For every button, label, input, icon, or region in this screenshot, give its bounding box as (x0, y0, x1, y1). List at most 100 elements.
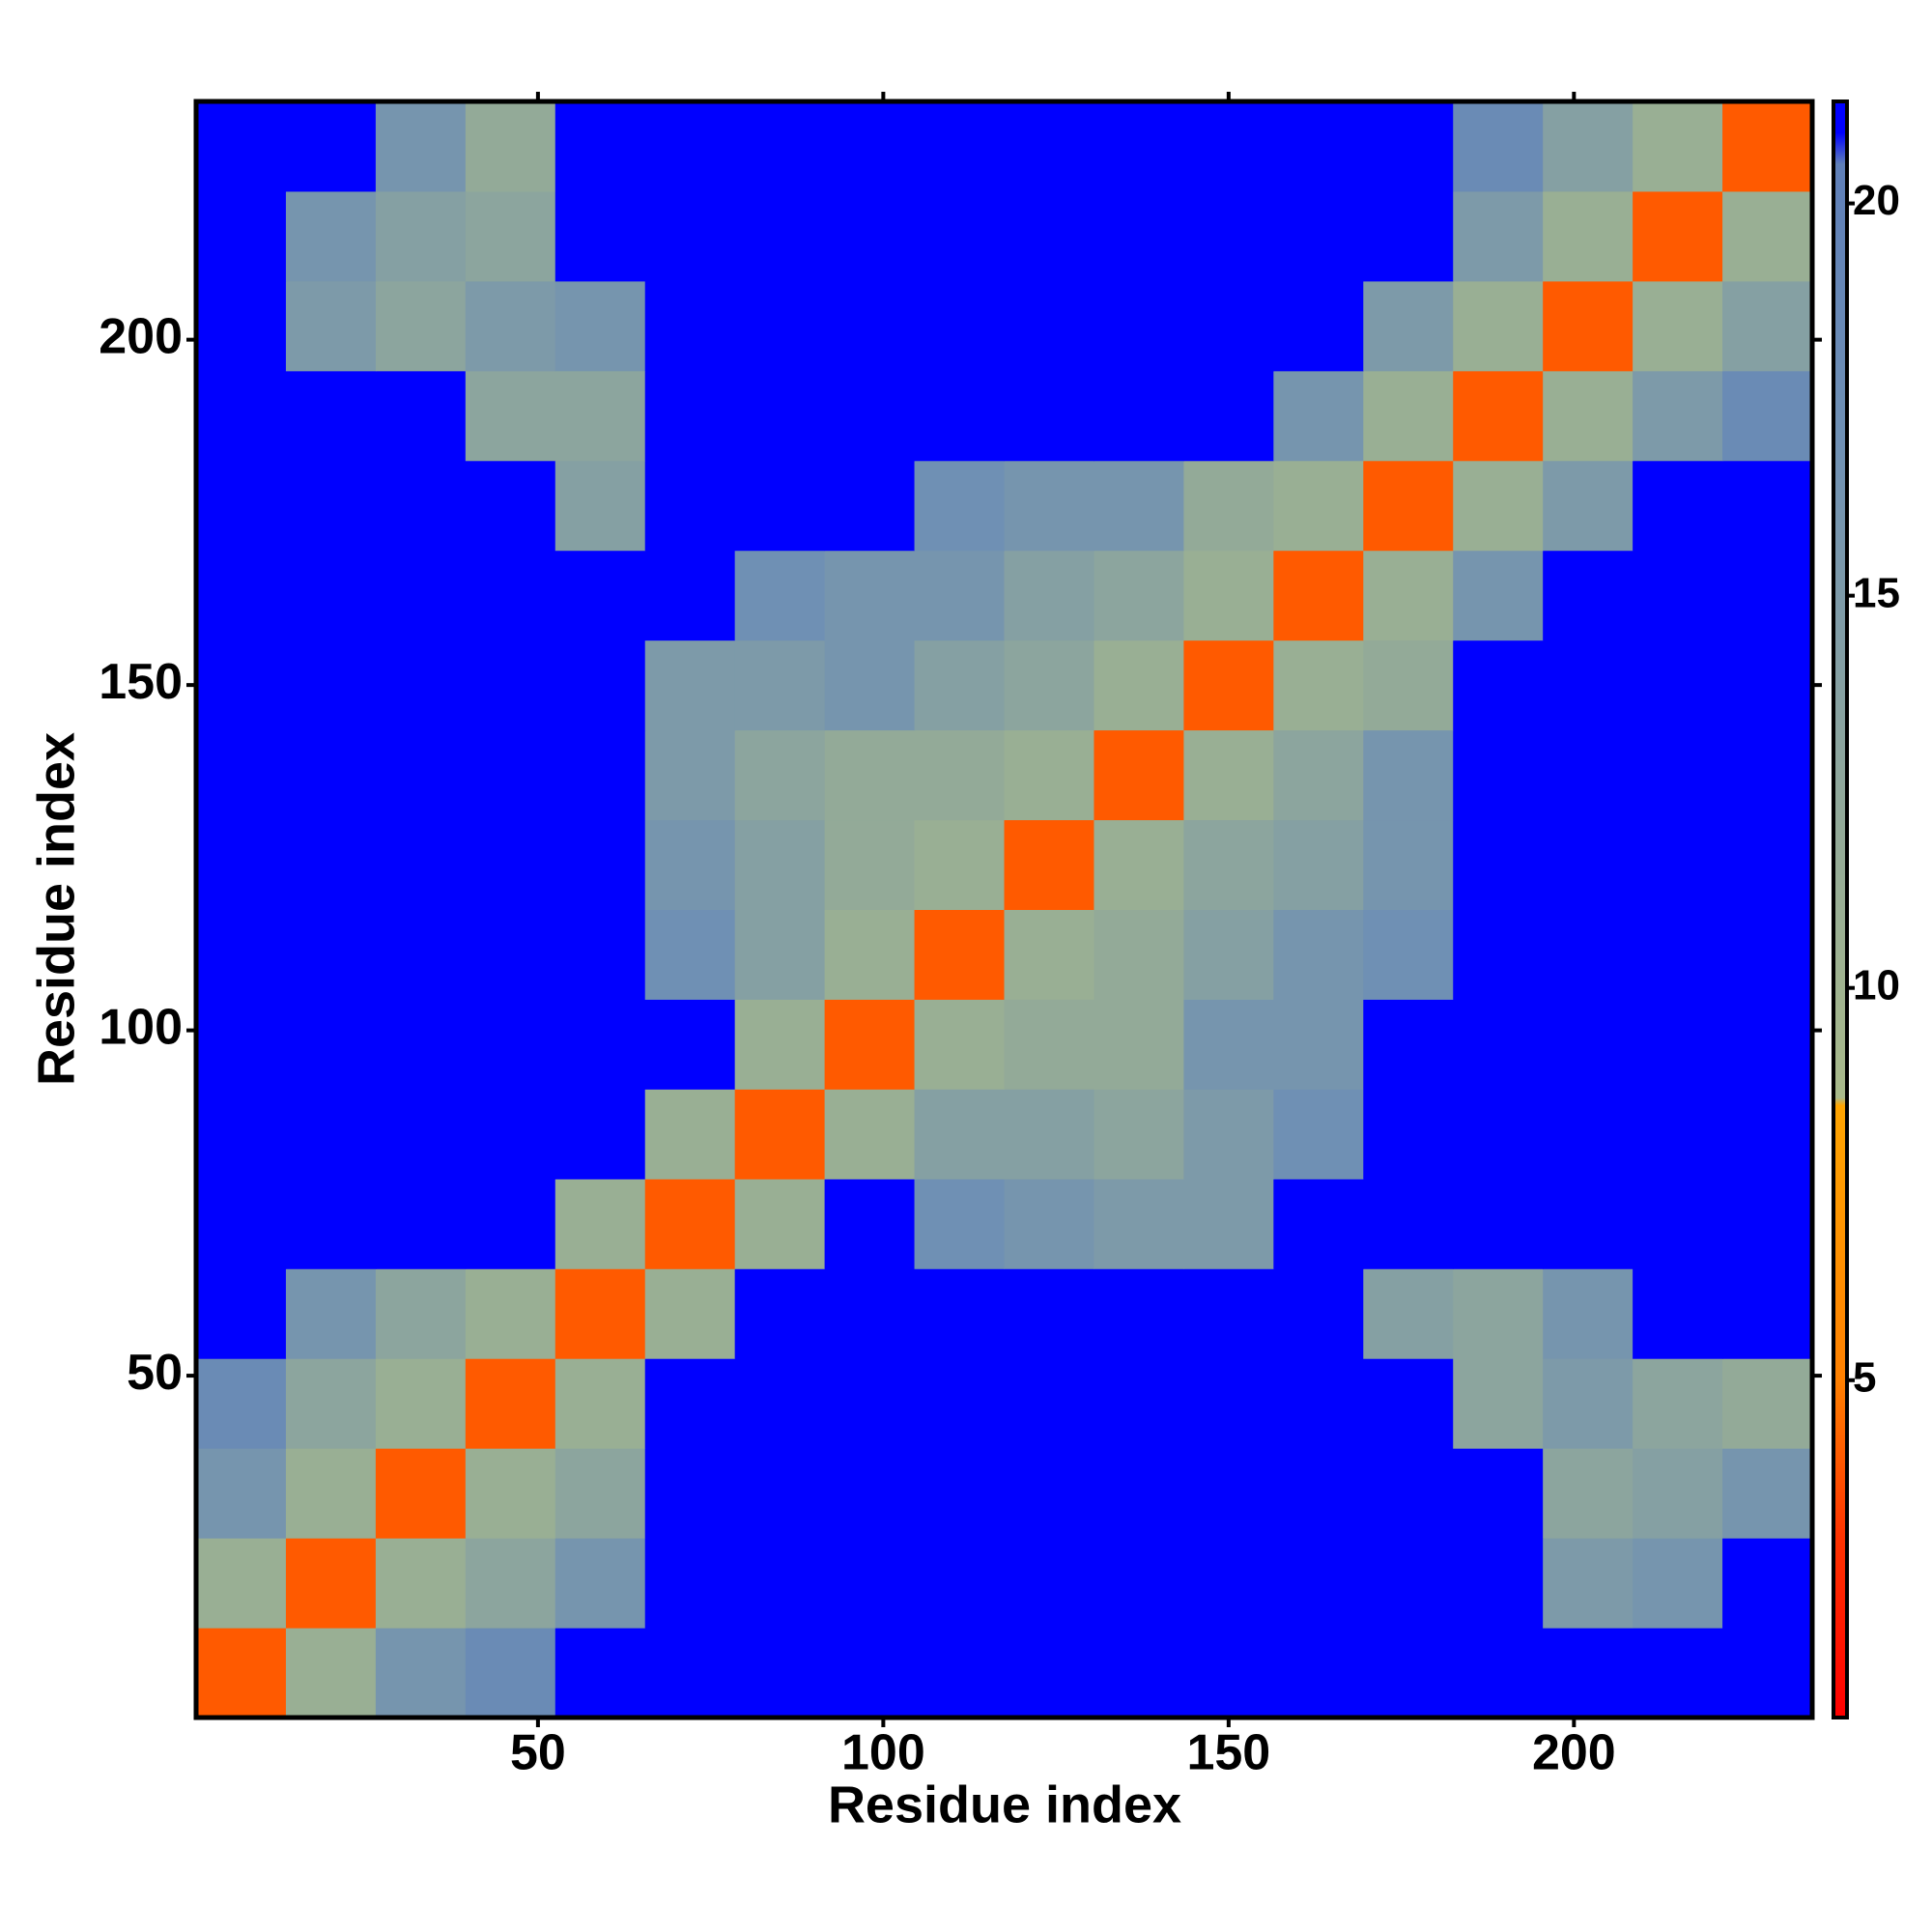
heatmap-cell (285, 1538, 377, 1629)
heatmap-cell (196, 1358, 287, 1449)
heatmap-cell (644, 460, 736, 552)
heatmap-cell (644, 1268, 736, 1359)
heatmap-cell (285, 370, 377, 462)
heatmap-cell (465, 639, 556, 731)
heatmap-cell (644, 819, 736, 910)
heatmap-cell (1633, 370, 1723, 462)
heatmap-cell (554, 550, 646, 641)
heatmap-cell (644, 550, 736, 641)
heatmap-cell (465, 1089, 556, 1179)
heatmap-cell (1363, 819, 1454, 910)
heatmap-cell (1543, 1358, 1634, 1449)
heatmap-cell (1453, 999, 1544, 1090)
y-tick-label: 50 (127, 1345, 183, 1401)
heatmap-cell (196, 1089, 287, 1179)
heatmap-cell (824, 190, 916, 282)
heatmap-cell (1183, 639, 1274, 731)
heatmap-cell (734, 1089, 826, 1179)
heatmap-cell (375, 1179, 467, 1269)
heatmap-cell (644, 729, 736, 821)
heatmap-cell (1543, 999, 1634, 1090)
heatmap-cell (1543, 1089, 1634, 1179)
heatmap-cell (1633, 819, 1723, 910)
heatmap-cell (1633, 1089, 1723, 1179)
heatmap-cell (375, 1628, 467, 1719)
heatmap-cell (196, 639, 287, 731)
heatmap-cell (465, 101, 556, 192)
heatmap-cell (1273, 1179, 1364, 1269)
heatmap-cell (285, 1448, 377, 1539)
heatmap-cell (285, 1358, 377, 1449)
heatmap-cell (465, 460, 556, 552)
heatmap-cell (1273, 729, 1364, 821)
heatmap-cell (1453, 1268, 1544, 1359)
heatmap-cell (1363, 1628, 1454, 1719)
heatmap-cell (824, 1358, 916, 1449)
heatmap-cell (1273, 819, 1364, 910)
heatmap-cell (375, 1538, 467, 1629)
heatmap-cell (554, 639, 646, 731)
heatmap-cell (1453, 909, 1544, 1000)
heatmap-cell (554, 1538, 646, 1629)
heatmap-cell (644, 909, 736, 1000)
heatmap-cell (1004, 1089, 1094, 1179)
heatmap-cell (554, 999, 646, 1090)
heatmap-cell (465, 1358, 556, 1449)
heatmap-cell (914, 1448, 1005, 1539)
heatmap-cell (1183, 460, 1274, 552)
heatmap-cell (375, 819, 467, 910)
heatmap-cell (1543, 550, 1634, 641)
heatmap-cell (1722, 460, 1813, 552)
heatmap-cell (465, 909, 556, 1000)
heatmap-cell (1543, 729, 1634, 821)
heatmap-cell (1543, 1538, 1634, 1629)
heatmap-cell (1004, 729, 1094, 821)
heatmap-cell (1094, 460, 1184, 552)
heatmap-cell (196, 999, 287, 1090)
heatmap-cell (1633, 999, 1723, 1090)
heatmap-cell (1363, 550, 1454, 641)
heatmap-cell (465, 280, 556, 372)
heatmap-cell (465, 1538, 556, 1629)
heatmap-cell (1722, 1179, 1813, 1269)
heatmap-cell (1363, 101, 1454, 192)
heatmap-cell (1004, 819, 1094, 910)
heatmap-cell (1273, 1358, 1364, 1449)
heatmap-cell (644, 101, 736, 192)
heatmap-cell (1543, 280, 1634, 372)
heatmap-cell (734, 819, 826, 910)
heatmap-cell (1543, 460, 1634, 552)
heatmap-cell (1453, 1358, 1544, 1449)
heatmap-cell (285, 460, 377, 552)
heatmap-cell (914, 460, 1005, 552)
heatmap-cell (375, 729, 467, 821)
heatmap-cell (734, 370, 826, 462)
heatmap-cell (734, 460, 826, 552)
heatmap-cell (644, 1448, 736, 1539)
heatmap-cell (285, 1179, 377, 1269)
heatmap-cell (1183, 1448, 1274, 1539)
heatmap-cell (196, 190, 287, 282)
heatmap-cell (914, 101, 1005, 192)
heatmap-cell (1273, 370, 1364, 462)
heatmap-cell (196, 460, 287, 552)
heatmap-cell (1363, 1538, 1454, 1629)
y-tick-label: 100 (99, 999, 183, 1055)
heatmap-cell (1183, 729, 1274, 821)
heatmap-cell (824, 639, 916, 731)
heatmap-cell (554, 909, 646, 1000)
heatmap-cell (734, 729, 826, 821)
heatmap-cell (644, 1089, 736, 1179)
heatmap-cell (465, 1268, 556, 1359)
heatmap-cell (554, 1268, 646, 1359)
heatmap-cell (1273, 101, 1364, 192)
heatmap-cell (196, 819, 287, 910)
heatmap-cell (1363, 1448, 1454, 1539)
heatmap-cell (1183, 1538, 1274, 1629)
heatmap-cell (465, 999, 556, 1090)
heatmap-cell (375, 999, 467, 1090)
heatmap-cell (914, 639, 1005, 731)
y-tick-label: 200 (99, 308, 183, 364)
heatmap-cell (914, 280, 1005, 372)
heatmap-cell (1722, 101, 1813, 192)
